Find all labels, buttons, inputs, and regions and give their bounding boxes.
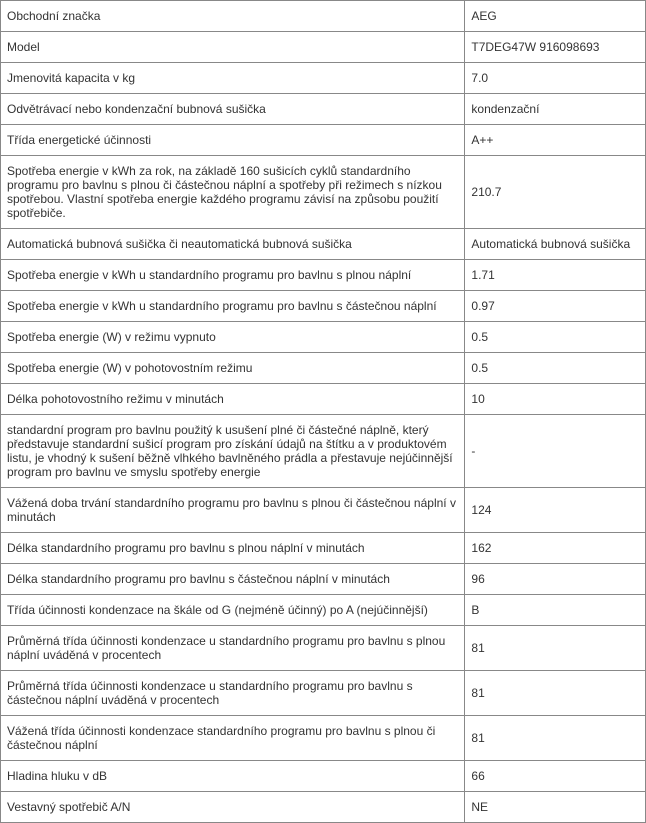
spec-label: Automatická bubnová sušička či neautomat… bbox=[1, 229, 465, 260]
spec-label: Průměrná třída účinnosti kondenzace u st… bbox=[1, 626, 465, 671]
spec-value: T7DEG47W 916098693 bbox=[465, 32, 646, 63]
table-row: Spotřeba energie v kWh za rok, na základ… bbox=[1, 156, 646, 229]
spec-value: NE bbox=[465, 792, 646, 823]
table-row: Délka standardního programu pro bavlnu s… bbox=[1, 533, 646, 564]
spec-label: Obchodní značka bbox=[1, 1, 465, 32]
spec-label: Spotřeba energie (W) v pohotovostním rež… bbox=[1, 353, 465, 384]
spec-label: Vážená třída účinnosti kondenzace standa… bbox=[1, 716, 465, 761]
spec-value: 0.97 bbox=[465, 291, 646, 322]
spec-label: Délka pohotovostního režimu v minutách bbox=[1, 384, 465, 415]
spec-value: B bbox=[465, 595, 646, 626]
spec-value: 10 bbox=[465, 384, 646, 415]
spec-label: Spotřeba energie v kWh u standardního pr… bbox=[1, 260, 465, 291]
spec-value: 7.0 bbox=[465, 63, 646, 94]
spec-label: Vestavný spotřebič A/N bbox=[1, 792, 465, 823]
spec-label: Vážená doba trvání standardního programu… bbox=[1, 488, 465, 533]
spec-value: 81 bbox=[465, 671, 646, 716]
spec-label: Spotřeba energie v kWh u standardního pr… bbox=[1, 291, 465, 322]
spec-label: Model bbox=[1, 32, 465, 63]
table-row: Spotřeba energie (W) v pohotovostním rež… bbox=[1, 353, 646, 384]
spec-label: Třída energetické účinnosti bbox=[1, 125, 465, 156]
spec-label: Odvětrávací nebo kondenzační bubnová suš… bbox=[1, 94, 465, 125]
spec-value: - bbox=[465, 415, 646, 488]
spec-value: 96 bbox=[465, 564, 646, 595]
table-row: Vážená doba trvání standardního programu… bbox=[1, 488, 646, 533]
spec-label: Délka standardního programu pro bavlnu s… bbox=[1, 564, 465, 595]
spec-value: AEG bbox=[465, 1, 646, 32]
spec-label: Délka standardního programu pro bavlnu s… bbox=[1, 533, 465, 564]
spec-label: Jmenovitá kapacita v kg bbox=[1, 63, 465, 94]
table-row: Obchodní značkaAEG bbox=[1, 1, 646, 32]
spec-label: standardní program pro bavlnu použitý k … bbox=[1, 415, 465, 488]
spec-value: 210.7 bbox=[465, 156, 646, 229]
table-row: Spotřeba energie v kWh u standardního pr… bbox=[1, 291, 646, 322]
table-row: Spotřeba energie (W) v režimu vypnuto0.5 bbox=[1, 322, 646, 353]
table-row: Automatická bubnová sušička či neautomat… bbox=[1, 229, 646, 260]
spec-label: Průměrná třída účinnosti kondenzace u st… bbox=[1, 671, 465, 716]
table-row: Třída účinnosti kondenzace na škále od G… bbox=[1, 595, 646, 626]
spec-value: 0.5 bbox=[465, 322, 646, 353]
table-row: Vestavný spotřebič A/NNE bbox=[1, 792, 646, 823]
spec-value: 124 bbox=[465, 488, 646, 533]
spec-label: Spotřeba energie (W) v režimu vypnuto bbox=[1, 322, 465, 353]
table-row: ModelT7DEG47W 916098693 bbox=[1, 32, 646, 63]
table-row: Průměrná třída účinnosti kondenzace u st… bbox=[1, 671, 646, 716]
table-row: Třída energetické účinnostiA++ bbox=[1, 125, 646, 156]
spec-value: 1.71 bbox=[465, 260, 646, 291]
spec-value: A++ bbox=[465, 125, 646, 156]
table-row: Odvětrávací nebo kondenzační bubnová suš… bbox=[1, 94, 646, 125]
table-row: Délka pohotovostního režimu v minutách10 bbox=[1, 384, 646, 415]
spec-table: Obchodní značkaAEGModelT7DEG47W 91609869… bbox=[0, 0, 646, 823]
spec-value: 162 bbox=[465, 533, 646, 564]
spec-value: Automatická bubnová sušička bbox=[465, 229, 646, 260]
spec-value: kondenzační bbox=[465, 94, 646, 125]
table-row: Vážená třída účinnosti kondenzace standa… bbox=[1, 716, 646, 761]
spec-table-body: Obchodní značkaAEGModelT7DEG47W 91609869… bbox=[1, 1, 646, 823]
spec-label: Třída účinnosti kondenzace na škále od G… bbox=[1, 595, 465, 626]
table-row: Délka standardního programu pro bavlnu s… bbox=[1, 564, 646, 595]
spec-value: 81 bbox=[465, 716, 646, 761]
spec-value: 0.5 bbox=[465, 353, 646, 384]
table-row: Jmenovitá kapacita v kg7.0 bbox=[1, 63, 646, 94]
table-row: standardní program pro bavlnu použitý k … bbox=[1, 415, 646, 488]
table-row: Spotřeba energie v kWh u standardního pr… bbox=[1, 260, 646, 291]
spec-label: Spotřeba energie v kWh za rok, na základ… bbox=[1, 156, 465, 229]
table-row: Průměrná třída účinnosti kondenzace u st… bbox=[1, 626, 646, 671]
spec-value: 81 bbox=[465, 626, 646, 671]
